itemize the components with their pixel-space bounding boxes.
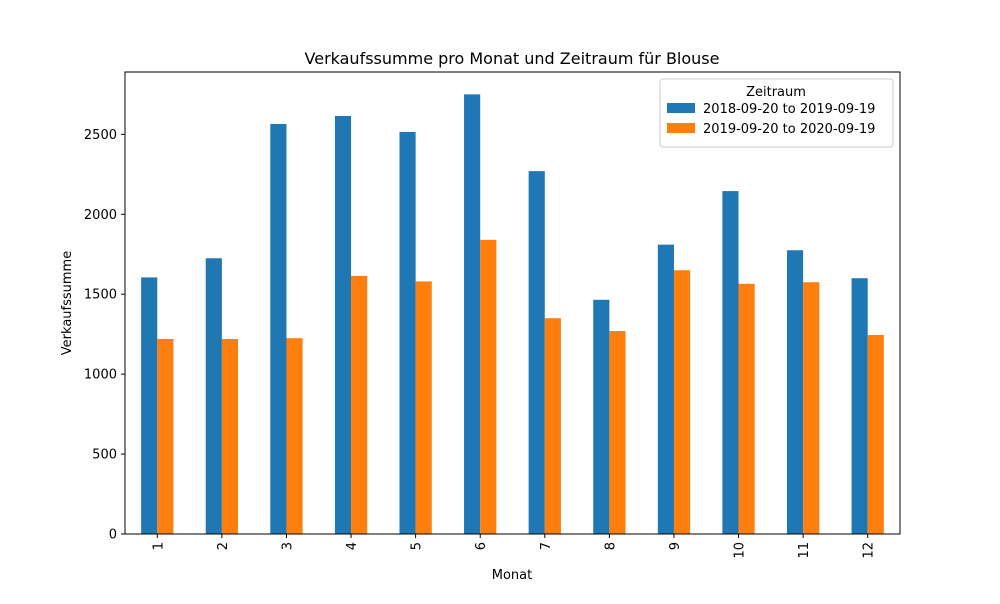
bar-series-1-month-2 <box>205 258 222 534</box>
bar-series-1-month-4 <box>334 115 352 534</box>
y-axis: 0 500 1000 1500 2000 2500 <box>84 128 125 543</box>
y-axis-label: Verkaufssumme <box>60 251 75 355</box>
legend-box <box>659 78 894 148</box>
bar-series-1-month-8 <box>593 299 610 534</box>
legend-label-series-2: 2019-09-20 to 2020-09-19 <box>703 122 875 137</box>
plot-frame <box>124 71 901 535</box>
bar-series-2-month-1 <box>157 338 174 534</box>
bar-series-1-month-7 <box>528 171 545 534</box>
x-tick-label-2: 2 <box>216 542 231 550</box>
x-tick-label-9: 9 <box>668 542 683 550</box>
x-tick-label-6: 6 <box>474 542 489 550</box>
y-tick-label: 500 <box>92 448 117 463</box>
bar-series-1-month-12 <box>851 278 868 534</box>
bar-series-2-month-11 <box>803 282 820 534</box>
y-tick-label: 2500 <box>84 128 117 143</box>
bar-series-1-month-1 <box>141 277 158 534</box>
bar-series-2-month-3 <box>286 338 303 534</box>
y-tick-label: 0 <box>109 528 117 543</box>
x-tick-label-3: 3 <box>280 542 295 550</box>
x-tick-label-1: 1 <box>151 542 166 550</box>
chart-title: Verkaufssumme pro Monat und Zeitraum für… <box>305 49 720 68</box>
x-axis: 1 2 3 4 5 6 7 8 9 10 11 12 <box>151 534 877 559</box>
bar-series-2-month-10 <box>738 283 755 534</box>
bar-series-2-month-2 <box>221 338 239 534</box>
x-tick-label-12: 12 <box>862 542 877 559</box>
bar-series-2-month-8 <box>609 330 626 534</box>
x-tick-label-8: 8 <box>603 542 618 550</box>
bar-series-2-month-5 <box>415 281 432 534</box>
legend-label-series-1: 2018-09-20 to 2019-09-19 <box>703 102 875 117</box>
bar-series-1-month-3 <box>270 123 287 534</box>
bar-series-2-month-4 <box>351 275 368 534</box>
bar-series-2-month-7 <box>544 318 561 534</box>
bar-series-1-month-6 <box>464 94 481 535</box>
legend-title: Zeitraum <box>746 85 806 100</box>
bar-series-1-month-10 <box>722 191 739 534</box>
y-tick-label: 2000 <box>84 208 117 223</box>
x-tick-label-4: 4 <box>345 542 360 550</box>
bar-series-1-month-5 <box>399 131 416 534</box>
bars-group <box>141 94 884 535</box>
bar-series-1-month-11 <box>786 250 804 535</box>
bar-series-2-month-6 <box>480 239 497 534</box>
x-tick-label-11: 11 <box>797 542 812 559</box>
legend: Zeitraum 2018-09-20 to 2019-09-19 2019-09… <box>659 78 894 148</box>
x-tick-label-5: 5 <box>410 542 425 550</box>
x-axis-label: Monat <box>492 568 532 583</box>
x-tick-label-7: 7 <box>539 542 554 550</box>
y-tick-label: 1500 <box>84 288 117 303</box>
bar-series-2-month-9 <box>673 270 691 534</box>
bar-series-2-month-12 <box>867 334 884 534</box>
x-tick-label-10: 10 <box>733 542 748 559</box>
bar-series-1-month-9 <box>657 244 674 534</box>
legend-swatch-series-1 <box>667 103 695 113</box>
y-tick-label: 1000 <box>84 368 117 383</box>
legend-swatch-series-2 <box>667 123 695 133</box>
